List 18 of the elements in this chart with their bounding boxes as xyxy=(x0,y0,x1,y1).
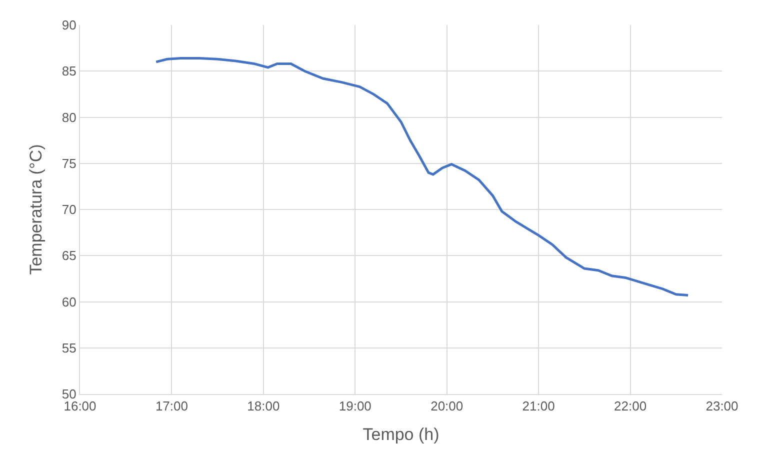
x-axis-title: Tempo (h) xyxy=(362,425,440,444)
x-tick-label: 23:00 xyxy=(706,398,738,414)
x-tick-label: 17:00 xyxy=(155,398,188,414)
y-tick-label: 75 xyxy=(62,156,76,171)
x-tick-label: 22:00 xyxy=(614,398,647,414)
y-tick-label: 55 xyxy=(62,340,76,356)
y-tick-label: 60 xyxy=(62,294,76,310)
x-tick-label: 20:00 xyxy=(430,398,464,414)
x-tick-label: 21:00 xyxy=(522,398,555,414)
x-tick-label: 19:00 xyxy=(338,398,372,414)
line-series xyxy=(154,56,690,297)
y-tick-label: 80 xyxy=(62,110,76,125)
y-axis-title: Temperatura (°C) xyxy=(26,144,46,275)
x-tick-label: 18:00 xyxy=(247,398,280,414)
y-tick-label: 70 xyxy=(62,202,76,218)
y-tick-label: 85 xyxy=(62,64,76,79)
y-tick-label: 90 xyxy=(62,18,76,33)
y-tick-label: 65 xyxy=(62,248,76,264)
